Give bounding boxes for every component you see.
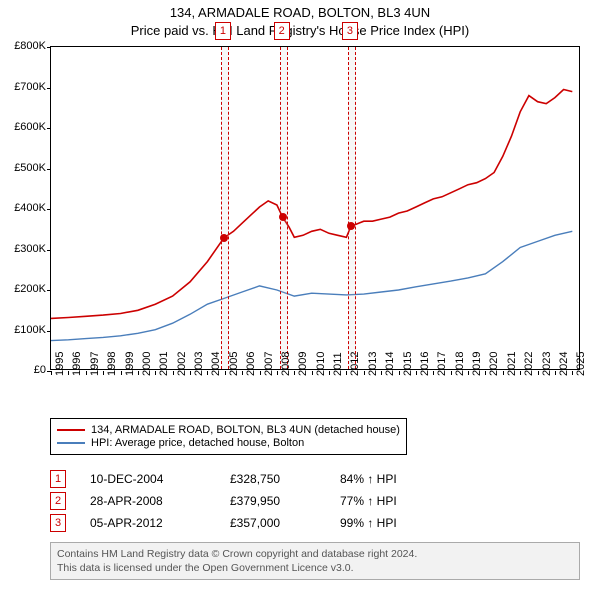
ytick-label: £800K: [14, 40, 46, 52]
legend-swatch: [57, 442, 85, 444]
sale-price: £357,000: [230, 516, 340, 530]
series-price_paid: [51, 90, 572, 319]
sale-marker-box: 3: [342, 22, 358, 40]
xtick-label: 2010: [315, 352, 327, 376]
sales-row: 2 28-APR-2008 £379,950 77% ↑ HPI: [50, 490, 450, 512]
attribution-line1: Contains HM Land Registry data © Crown c…: [57, 547, 573, 561]
title-line1: 134, ARMADALE ROAD, BOLTON, BL3 4UN: [0, 4, 600, 22]
xtick-label: 1995: [54, 352, 66, 376]
ytick-label: £700K: [14, 81, 46, 93]
ytick-label: £200K: [14, 283, 46, 295]
xtick-label: 2024: [558, 352, 570, 376]
sale-dot: [347, 222, 355, 230]
ytick-label: £0: [34, 364, 46, 376]
xtick-label: 2014: [384, 352, 396, 376]
plot-area: [50, 46, 580, 370]
ytick-label: £400K: [14, 202, 46, 214]
sale-pct: 99% ↑ HPI: [340, 516, 450, 530]
ytick-label: £100K: [14, 324, 46, 336]
xtick-label: 2002: [176, 352, 188, 376]
sale-pct: 84% ↑ HPI: [340, 472, 450, 486]
xtick-label: 2003: [193, 352, 205, 376]
xtick-label: 1999: [124, 352, 136, 376]
legend-item-price-paid: 134, ARMADALE ROAD, BOLTON, BL3 4UN (det…: [57, 424, 400, 436]
xtick-label: 2017: [436, 352, 448, 376]
sale-marker-band: [280, 47, 288, 369]
xtick-label: 2000: [141, 352, 153, 376]
xtick-label: 2021: [506, 352, 518, 376]
legend-swatch: [57, 429, 85, 431]
xtick-label: 2006: [245, 352, 257, 376]
sale-marker-band: [221, 47, 229, 369]
sale-marker-box: 1: [215, 22, 231, 40]
sale-marker-3: 3: [50, 514, 66, 532]
sale-date: 28-APR-2008: [90, 494, 230, 508]
ytick-label: £600K: [14, 121, 46, 133]
attribution-line2: This data is licensed under the Open Gov…: [57, 561, 573, 575]
ytick-label: £500K: [14, 162, 46, 174]
xtick-label: 2018: [454, 352, 466, 376]
legend-label: HPI: Average price, detached house, Bolt…: [91, 437, 304, 449]
ytick-label: £300K: [14, 243, 46, 255]
xtick-label: 1998: [106, 352, 118, 376]
sale-marker-1: 1: [50, 470, 66, 488]
xtick-label: 1996: [71, 352, 83, 376]
chart-lines: [51, 47, 581, 371]
chart-title: 134, ARMADALE ROAD, BOLTON, BL3 4UN Pric…: [0, 0, 600, 39]
sale-pct: 77% ↑ HPI: [340, 494, 450, 508]
xtick-label: 2015: [402, 352, 414, 376]
xtick-label: 2020: [488, 352, 500, 376]
xtick-label: 2022: [523, 352, 535, 376]
xtick-label: 2025: [575, 352, 587, 376]
xtick-label: 2007: [263, 352, 275, 376]
sale-date: 10-DEC-2004: [90, 472, 230, 486]
sale-marker-box: 2: [274, 22, 290, 40]
xtick-label: 1997: [89, 352, 101, 376]
xtick-label: 2009: [297, 352, 309, 376]
xtick-label: 2001: [158, 352, 170, 376]
sale-dot: [279, 213, 287, 221]
title-line2: Price paid vs. HM Land Registry's House …: [0, 22, 600, 40]
xtick-label: 2008: [280, 352, 292, 376]
sale-marker-2: 2: [50, 492, 66, 510]
legend-item-hpi: HPI: Average price, detached house, Bolt…: [57, 437, 400, 449]
sales-table: 1 10-DEC-2004 £328,750 84% ↑ HPI 2 28-AP…: [50, 468, 450, 534]
xtick-label: 2016: [419, 352, 431, 376]
xtick-label: 2012: [349, 352, 361, 376]
sale-price: £379,950: [230, 494, 340, 508]
xtick-label: 2004: [210, 352, 222, 376]
xtick-label: 2011: [332, 352, 344, 376]
legend-label: 134, ARMADALE ROAD, BOLTON, BL3 4UN (det…: [91, 424, 400, 436]
sale-price: £328,750: [230, 472, 340, 486]
xtick-label: 2023: [541, 352, 553, 376]
sale-marker-band: [348, 47, 356, 369]
attribution-box: Contains HM Land Registry data © Crown c…: [50, 542, 580, 580]
sale-date: 05-APR-2012: [90, 516, 230, 530]
legend: 134, ARMADALE ROAD, BOLTON, BL3 4UN (det…: [50, 418, 407, 455]
series-hpi: [51, 231, 572, 340]
xtick-label: 2013: [367, 352, 379, 376]
xtick-label: 2019: [471, 352, 483, 376]
sales-row: 3 05-APR-2012 £357,000 99% ↑ HPI: [50, 512, 450, 534]
sales-row: 1 10-DEC-2004 £328,750 84% ↑ HPI: [50, 468, 450, 490]
sale-dot: [220, 234, 228, 242]
xtick-label: 2005: [228, 352, 240, 376]
price-chart: £0£100K£200K£300K£400K£500K£600K£700K£80…: [50, 46, 580, 370]
